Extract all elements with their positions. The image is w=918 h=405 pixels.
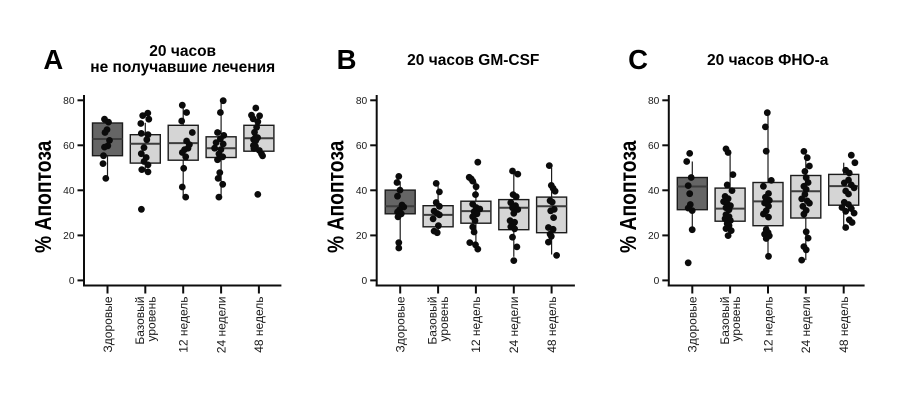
svg-text:12 недель: 12 недель <box>177 297 191 353</box>
svg-text:уровень: уровень <box>729 297 743 342</box>
svg-text:20 часов GM-CSF: 20 часов GM-CSF <box>407 52 539 69</box>
svg-text:% Апоптоза: % Апоптоза <box>30 140 56 253</box>
svg-text:% Апоптоза: % Апоптоза <box>323 140 349 253</box>
svg-text:20 часов: 20 часов <box>149 43 216 60</box>
svg-text:20: 20 <box>648 231 660 242</box>
svg-text:60: 60 <box>648 141 660 152</box>
svg-text:40: 40 <box>356 186 368 197</box>
svg-text:Базовый: Базовый <box>426 297 440 345</box>
svg-text:Базовый: Базовый <box>718 297 732 345</box>
svg-text:48 недель: 48 недель <box>545 297 559 353</box>
svg-text:80: 80 <box>356 96 368 107</box>
svg-text:Базовый: Базовый <box>133 297 147 345</box>
svg-text:C: C <box>628 44 648 75</box>
svg-text:Здоровые: Здоровые <box>394 296 408 352</box>
svg-text:60: 60 <box>356 141 368 152</box>
svg-text:80: 80 <box>63 96 75 107</box>
svg-text:0: 0 <box>362 276 368 287</box>
svg-text:не получавшие лечения: не получавшие лечения <box>90 59 275 76</box>
svg-text:12 недель: 12 недель <box>761 297 775 353</box>
svg-text:24 недели: 24 недели <box>799 297 813 354</box>
svg-text:12 недель: 12 недель <box>469 297 483 353</box>
svg-text:40: 40 <box>63 186 75 197</box>
svg-text:60: 60 <box>63 141 75 152</box>
svg-text:Здоровые: Здоровые <box>686 296 700 352</box>
svg-text:A: A <box>43 44 63 75</box>
svg-text:% Апоптоза: % Апоптоза <box>615 140 641 253</box>
svg-text:24 недели: 24 недели <box>507 297 521 354</box>
svg-text:0: 0 <box>654 276 660 287</box>
svg-text:20: 20 <box>356 231 368 242</box>
svg-text:80: 80 <box>648 96 660 107</box>
svg-text:уровень: уровень <box>144 297 158 342</box>
svg-text:20 часов ФНО-а: 20 часов ФНО-а <box>707 52 829 69</box>
svg-text:48 недель: 48 недель <box>252 297 266 353</box>
svg-text:48 недель: 48 недель <box>837 297 851 353</box>
svg-text:уровень: уровень <box>437 297 451 342</box>
svg-text:B: B <box>337 44 357 75</box>
svg-text:0: 0 <box>69 276 75 287</box>
svg-text:24 недели: 24 недели <box>214 297 228 354</box>
svg-text:20: 20 <box>63 231 75 242</box>
svg-text:40: 40 <box>648 186 660 197</box>
svg-text:Здоровые: Здоровые <box>101 296 115 352</box>
